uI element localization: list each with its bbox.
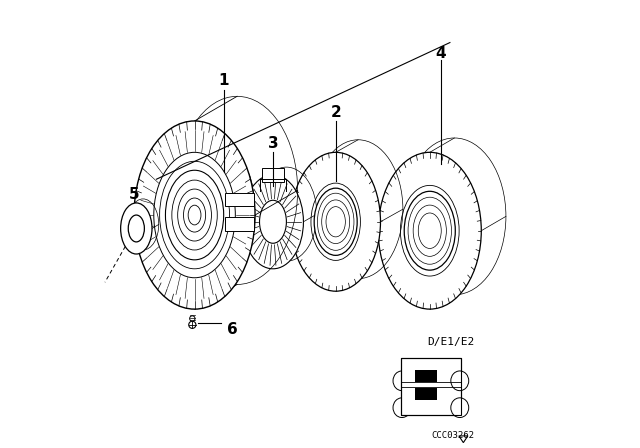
Bar [415,388,437,400]
Ellipse shape [134,121,255,309]
Text: 4: 4 [436,46,446,61]
Text: 2: 2 [330,104,341,120]
Ellipse shape [378,152,481,309]
Ellipse shape [189,316,195,321]
Text: 6: 6 [227,322,238,337]
Ellipse shape [451,371,468,391]
Bar [225,217,254,231]
Ellipse shape [451,398,468,418]
Ellipse shape [404,191,455,270]
Ellipse shape [120,203,152,254]
Text: 3: 3 [268,136,278,151]
Ellipse shape [189,321,196,328]
Text: CCC03262: CCC03262 [431,431,475,440]
Ellipse shape [165,170,224,260]
Ellipse shape [260,200,287,243]
Bar [401,358,461,415]
Text: D/E1/E2: D/E1/E2 [428,337,475,347]
Bar [415,382,437,388]
Bar [262,168,284,182]
Bar [401,358,461,415]
Text: 5: 5 [129,187,140,202]
Ellipse shape [243,175,303,269]
Ellipse shape [314,188,357,255]
Ellipse shape [393,371,411,391]
Ellipse shape [393,398,411,418]
Text: 1: 1 [218,73,229,88]
Bar [415,370,437,382]
Bar [225,193,254,206]
Ellipse shape [291,152,380,291]
